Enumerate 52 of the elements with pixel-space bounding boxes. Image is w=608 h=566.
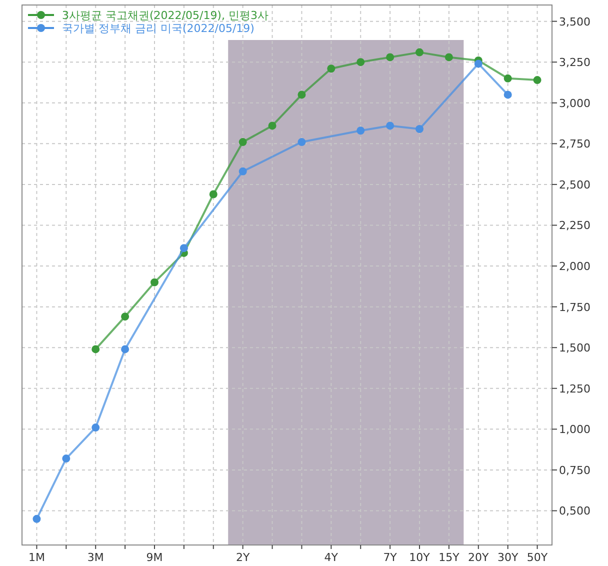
- x-tick-label: 1M: [28, 551, 45, 564]
- x-tick-label: 7Y: [383, 551, 398, 564]
- point: [298, 138, 306, 146]
- point: [238, 167, 247, 176]
- point: [180, 244, 188, 252]
- point: [504, 74, 512, 82]
- point: [268, 122, 276, 130]
- y-tick-label: 1,250: [559, 382, 590, 396]
- point: [209, 190, 218, 198]
- point: [32, 514, 41, 523]
- x-tick-label: 2Y: [236, 551, 250, 564]
- point: [504, 90, 512, 99]
- point: [416, 124, 424, 133]
- point: [121, 345, 130, 354]
- y-tick-label: 2,250: [559, 219, 590, 232]
- point: [92, 345, 100, 354]
- x-tick-label: 9M: [146, 551, 163, 564]
- point: [62, 454, 70, 463]
- point: [92, 424, 100, 432]
- legend-label: 국가별 정부채 금리 미국(2022/05/19): [62, 22, 254, 35]
- point: [121, 312, 130, 321]
- x-tick-label: 50Y: [526, 551, 548, 564]
- x-tick-label: 20Y: [468, 551, 490, 564]
- x-tick-label: 30Y: [497, 551, 518, 564]
- point: [150, 278, 158, 286]
- point: [356, 126, 365, 135]
- y-tick-label: 2,750: [559, 138, 590, 151]
- y-tick-label: 0,750: [559, 464, 590, 477]
- point: [327, 64, 336, 73]
- y-tick-label: 2,500: [559, 178, 590, 192]
- x-tick-label: 3M: [87, 551, 104, 564]
- point: [356, 58, 365, 66]
- y-tick-label: 3,500: [559, 15, 590, 28]
- point: [238, 138, 247, 146]
- y-tick-label: 2,000: [559, 260, 590, 274]
- point: [444, 53, 453, 62]
- y-tick-label: 1,750: [559, 300, 590, 314]
- y-tick-label: 3,000: [559, 96, 590, 110]
- point: [533, 76, 542, 84]
- x-tick-label: 15Y: [438, 551, 460, 564]
- point: [416, 48, 424, 56]
- point: [386, 122, 394, 130]
- legend-label: 3사평균 국고채권(2022/05/19), 민평3사: [62, 9, 268, 22]
- point: [474, 60, 482, 68]
- y-tick-label: 1,000: [559, 423, 590, 436]
- point: [386, 53, 394, 62]
- y-tick-label: 0,500: [559, 504, 590, 518]
- point: [298, 90, 306, 99]
- y-tick-label: 3,250: [559, 56, 590, 70]
- x-tick-label: 10Y: [409, 551, 430, 564]
- x-tick-label: 4Y: [324, 551, 338, 564]
- y-tick-label: 1,500: [559, 342, 590, 355]
